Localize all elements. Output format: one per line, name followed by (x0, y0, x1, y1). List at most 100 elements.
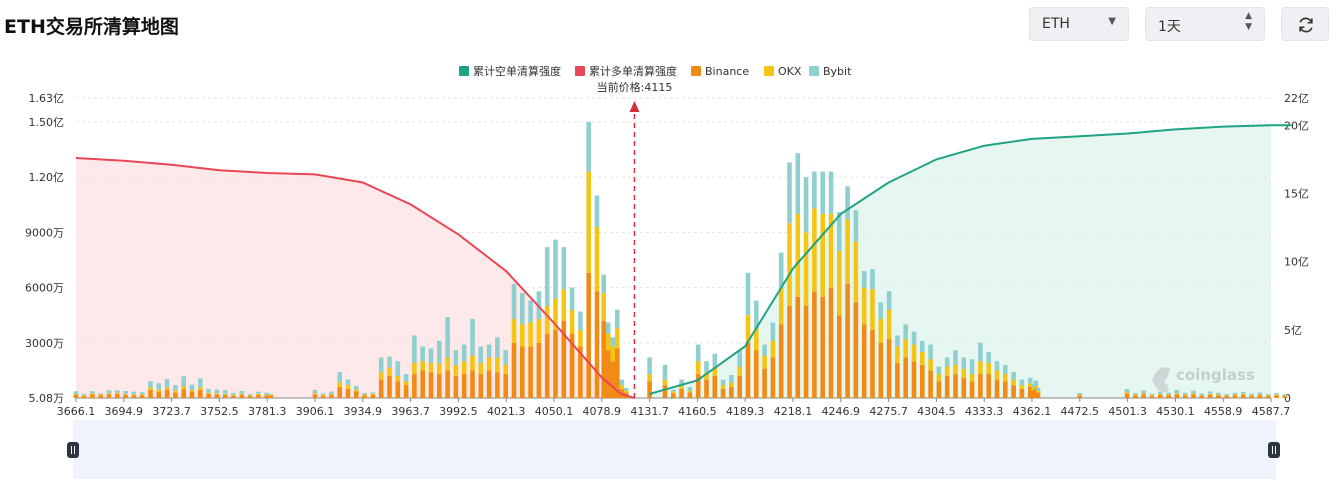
page-title: ETH交易所清算地图 (4, 16, 179, 38)
bar-binance (594, 291, 600, 398)
bar-okx (861, 287, 867, 325)
bar-binance (354, 391, 359, 398)
bar-okx (837, 250, 842, 316)
bar-bybit (453, 350, 459, 365)
y-right-tick-label: 10亿 (1284, 256, 1309, 269)
drag-handle-icon (1268, 442, 1280, 458)
bar-bybit (345, 379, 351, 386)
bar-okx (845, 219, 850, 284)
x-tick-label: 4472.5 (1061, 405, 1100, 418)
bar-binance (1011, 385, 1016, 398)
bar-okx (704, 372, 709, 380)
bar-okx (156, 389, 162, 392)
bar-bybit (1133, 393, 1138, 395)
bar-bybit (495, 337, 500, 358)
short-cum-area (649, 125, 1271, 399)
bar-bybit (1166, 392, 1171, 395)
bar-bybit (106, 390, 112, 394)
zoom-handle-left[interactable] (67, 442, 79, 458)
bar-binance (1166, 395, 1171, 398)
bar-binance (720, 388, 726, 398)
bar-okx (561, 289, 567, 321)
x-tick-label: 4530.1 (1156, 405, 1195, 418)
bar-binance (528, 346, 533, 398)
bar-bybit (222, 390, 228, 394)
bar-bybit (878, 302, 884, 319)
bar-okx (511, 318, 517, 343)
bar-okx (737, 366, 742, 376)
bar-okx (569, 309, 575, 334)
bar-okx (1182, 394, 1188, 396)
bar-binance (231, 395, 236, 398)
zoom-handle-right[interactable] (1268, 442, 1280, 458)
bar-okx (1027, 383, 1033, 387)
y-left-tick-label: 3000万 (25, 337, 64, 350)
bar-okx (115, 392, 120, 394)
bar-binance (870, 329, 875, 398)
bar-okx (1149, 395, 1155, 396)
x-tick-label: 4304.5 (917, 405, 956, 418)
legend-label: 累计多单清算强度 (589, 64, 677, 78)
bar-okx (878, 318, 884, 343)
bar-bybit (370, 392, 376, 394)
bar-bybit (156, 383, 162, 390)
range-select[interactable]: 1天 ▲ ▼ (1145, 7, 1265, 41)
bar-okx (445, 357, 450, 371)
bar-okx (1174, 393, 1180, 395)
bar-okx (1249, 395, 1254, 396)
bar-bybit (1274, 393, 1279, 395)
watermark-text: coinglass (1176, 366, 1255, 384)
bar-bybit (569, 287, 575, 310)
bar-binance (256, 394, 261, 398)
drag-handle-icon (67, 442, 79, 458)
bar-binance (1241, 394, 1246, 398)
bar-bybit (729, 375, 734, 383)
bar-bybit (762, 344, 767, 356)
bar-binance (486, 370, 492, 398)
y-left-tick-label: 5.08万 (29, 392, 65, 405)
bar-binance (453, 375, 459, 398)
y-right-tick-label: 15亿 (1284, 187, 1309, 200)
bar-okx (354, 389, 359, 392)
bar-bybit (90, 391, 95, 394)
bar-okx (619, 385, 625, 389)
bar-bybit (1282, 394, 1288, 396)
bar-binance (544, 333, 550, 398)
bar-bybit (206, 389, 211, 393)
y-right-tick-label: 5亿 (1284, 324, 1302, 337)
bar-binance (320, 395, 326, 398)
bar-binance (1149, 395, 1155, 398)
bar-bybit (329, 391, 334, 394)
symbol-select[interactable]: ETH ▼ (1029, 7, 1129, 41)
bar-binance (671, 393, 676, 398)
bar-binance (770, 357, 776, 398)
x-tick-label: 4218.1 (774, 405, 813, 418)
x-tick-label: 4189.3 (726, 405, 765, 418)
x-tick-label: 4362.1 (1013, 405, 1052, 418)
bar-binance (745, 342, 751, 398)
bar-okx (1274, 394, 1279, 396)
bar-bybit (164, 379, 170, 388)
bar-okx (729, 382, 734, 387)
bar-okx (503, 364, 508, 375)
bar-binance (1141, 394, 1146, 398)
bar-bybit (803, 177, 809, 233)
bar-binance (239, 394, 245, 398)
x-tick-label: 3992.5 (439, 405, 478, 418)
refresh-button[interactable] (1281, 7, 1329, 41)
x-tick-label: 3781.3 (248, 405, 287, 418)
bar-bybit (520, 293, 525, 325)
bar-binance (115, 394, 120, 398)
bar-bybit (1224, 394, 1229, 396)
bar-okx (770, 340, 776, 358)
bar-binance (1207, 394, 1213, 398)
bar-bybit (256, 391, 261, 394)
bar-bybit (264, 392, 269, 395)
bar-binance (615, 348, 620, 398)
bar-bybit (1174, 389, 1180, 394)
bar-binance (1265, 395, 1271, 398)
bar-bybit (189, 384, 195, 390)
bar-binance (222, 394, 228, 398)
bar-bybit (320, 393, 326, 395)
